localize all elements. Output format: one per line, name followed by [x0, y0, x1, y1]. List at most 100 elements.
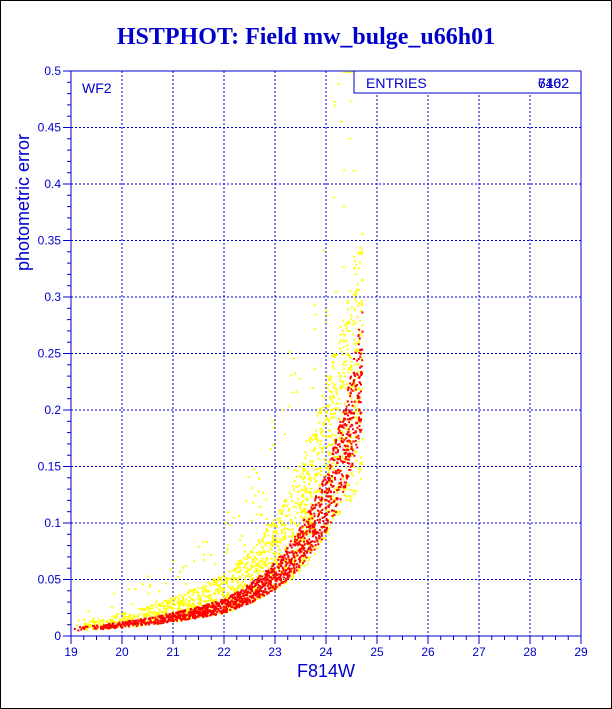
- scatter-point: [352, 382, 355, 385]
- scatter-point: [304, 512, 307, 515]
- scatter-point: [301, 530, 304, 533]
- scatter-point: [270, 557, 273, 560]
- scatter-point: [221, 602, 224, 605]
- scatter-point: [199, 610, 202, 613]
- scatter-point: [309, 516, 312, 519]
- scatter-point: [101, 625, 104, 628]
- scatter-point: [142, 608, 145, 611]
- scatter-point: [342, 371, 345, 374]
- scatter-point: [258, 575, 261, 578]
- scatter-point: [349, 498, 352, 501]
- scatter-point: [337, 83, 340, 86]
- scatter-point: [177, 600, 180, 603]
- scatter-point: [261, 580, 264, 583]
- scatter-point: [249, 595, 252, 598]
- scatter-point: [148, 623, 151, 626]
- scatter-point: [269, 581, 272, 584]
- scatter-point: [222, 573, 225, 576]
- scatter-point: [273, 523, 276, 526]
- scatter-point: [326, 387, 329, 390]
- scatter-point: [150, 621, 153, 624]
- scatter-point: [352, 255, 355, 258]
- scatter-point: [127, 615, 130, 618]
- scatter-point: [130, 622, 133, 625]
- scatter-point: [286, 562, 289, 565]
- scatter-point: [292, 566, 295, 569]
- scatter-point: [295, 475, 298, 478]
- scatter-point: [245, 570, 248, 573]
- scatter-point: [358, 408, 361, 411]
- scatter-point: [291, 534, 294, 537]
- scatter-point: [300, 476, 303, 479]
- scatter-point: [241, 602, 244, 605]
- scatter-point: [340, 384, 343, 387]
- scatter-point: [327, 495, 330, 498]
- scatter-point: [274, 569, 277, 572]
- scatter-point: [177, 614, 180, 617]
- scatter-point: [359, 366, 362, 369]
- scatter-point: [330, 409, 333, 412]
- scatter-point: [88, 626, 91, 629]
- scatter-point: [143, 613, 146, 616]
- scatter-point: [321, 484, 324, 487]
- scatter-point: [270, 548, 273, 551]
- scatter-point: [344, 364, 347, 367]
- scatter-point: [191, 590, 194, 593]
- scatter-point: [128, 588, 131, 591]
- scatter-point: [358, 319, 361, 322]
- scatter-point: [185, 583, 188, 586]
- scatter-point: [282, 571, 285, 574]
- scatter-point: [353, 406, 356, 409]
- scatter-point: [199, 608, 202, 611]
- scatter-point: [334, 100, 337, 103]
- scatter-point: [319, 440, 322, 443]
- scatter-point: [317, 496, 320, 499]
- scatter-point: [195, 609, 198, 612]
- scatter-point: [320, 488, 323, 491]
- scatter-point: [314, 497, 317, 500]
- scatter-point: [355, 417, 358, 420]
- scatter-point: [203, 605, 206, 608]
- scatter-point: [317, 513, 320, 516]
- scatter-point: [250, 596, 253, 599]
- scatter-point: [243, 595, 246, 598]
- scatter-point: [323, 537, 326, 540]
- scatter-point: [308, 518, 311, 521]
- scatter-point: [333, 488, 336, 491]
- scatter-point: [298, 465, 301, 468]
- scatter-point: [303, 468, 306, 471]
- scatter-point: [354, 431, 357, 434]
- scatter-point: [354, 322, 357, 325]
- scatter-point: [166, 602, 169, 605]
- scatter-point: [360, 334, 363, 337]
- scatter-point: [205, 600, 208, 603]
- scatter-point: [295, 506, 298, 509]
- scatter-point: [219, 612, 222, 615]
- scatter-point: [348, 484, 351, 487]
- y-tick-label: 0.45: [38, 121, 62, 135]
- scatter-point: [255, 513, 258, 516]
- scatter-point: [278, 578, 281, 581]
- scatter-point: [326, 473, 329, 476]
- scatter-point: [280, 529, 283, 532]
- scatter-point: [183, 614, 186, 617]
- scatter-point: [227, 511, 230, 514]
- scatter-point: [198, 611, 201, 614]
- scatter-point: [170, 618, 173, 621]
- scatter-point: [339, 421, 342, 424]
- scatter-point: [222, 589, 225, 592]
- scatter-point: [340, 350, 343, 353]
- scatter-point: [286, 573, 289, 576]
- scatter-point: [140, 609, 143, 612]
- scatter-point: [155, 623, 158, 626]
- scatter-point: [166, 599, 169, 602]
- scatter-point: [191, 593, 194, 596]
- scatter-point: [195, 591, 198, 594]
- scatter-point: [132, 622, 135, 625]
- scatter-point: [209, 584, 212, 587]
- scatter-point: [188, 611, 191, 614]
- scatter-point: [358, 398, 361, 401]
- scatter-point: [284, 515, 287, 518]
- scatter-point: [244, 591, 247, 594]
- scatter-point: [302, 495, 305, 498]
